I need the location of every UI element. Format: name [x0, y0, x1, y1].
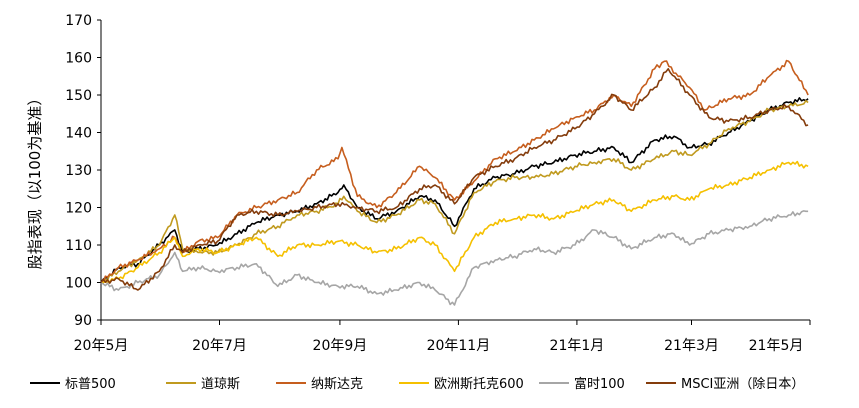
legend-label: 欧洲斯托克600	[434, 377, 524, 392]
y-tick-label: 120	[65, 201, 92, 217]
y-tick-label: 90	[74, 313, 92, 329]
series-line	[100, 68, 809, 291]
legend-label: 富时100	[574, 376, 625, 392]
y-axis-label: 股指表现（以100为基准）	[26, 91, 44, 270]
x-tick-label: 21年3月	[664, 338, 719, 354]
y-tick-label: 100	[65, 276, 92, 292]
x-tick-label: 20年5月	[74, 338, 129, 354]
legend-label: 纳斯达克	[311, 377, 363, 392]
y-tick-label: 150	[65, 88, 92, 104]
chart-series	[100, 59, 809, 306]
y-tick-label: 140	[65, 126, 92, 142]
x-tick-label: 20年9月	[313, 338, 368, 354]
series-line	[100, 97, 809, 283]
legend-label: 道琼斯	[201, 377, 240, 392]
y-tick-label: 110	[65, 238, 92, 254]
y-tick-label: 130	[65, 163, 92, 179]
legend-label: MSCI亚洲（除日本）	[681, 377, 804, 392]
series-line	[100, 160, 809, 284]
legend-label: 标普500	[65, 377, 116, 392]
series-line	[100, 99, 809, 284]
series-line	[100, 59, 809, 284]
x-tick-label: 20年7月	[192, 338, 247, 354]
chart-axes	[97, 19, 811, 325]
series-line	[100, 210, 809, 306]
x-tick-label: 21年5月	[749, 338, 804, 354]
x-tick-label: 20年11月	[427, 338, 491, 354]
y-tick-label: 160	[65, 51, 92, 67]
chart-legend: 标普500 道琼斯 纳斯达克 欧洲斯托克600 富时100 MSCI亚洲（除日本）	[30, 376, 804, 392]
chart-tick-labels: 90 100 110 120 130 140 150 160 170 20年5月 20年7月 20年9…	[65, 13, 803, 354]
y-tick-label: 170	[65, 13, 92, 29]
x-tick-label: 21年1月	[550, 338, 605, 354]
